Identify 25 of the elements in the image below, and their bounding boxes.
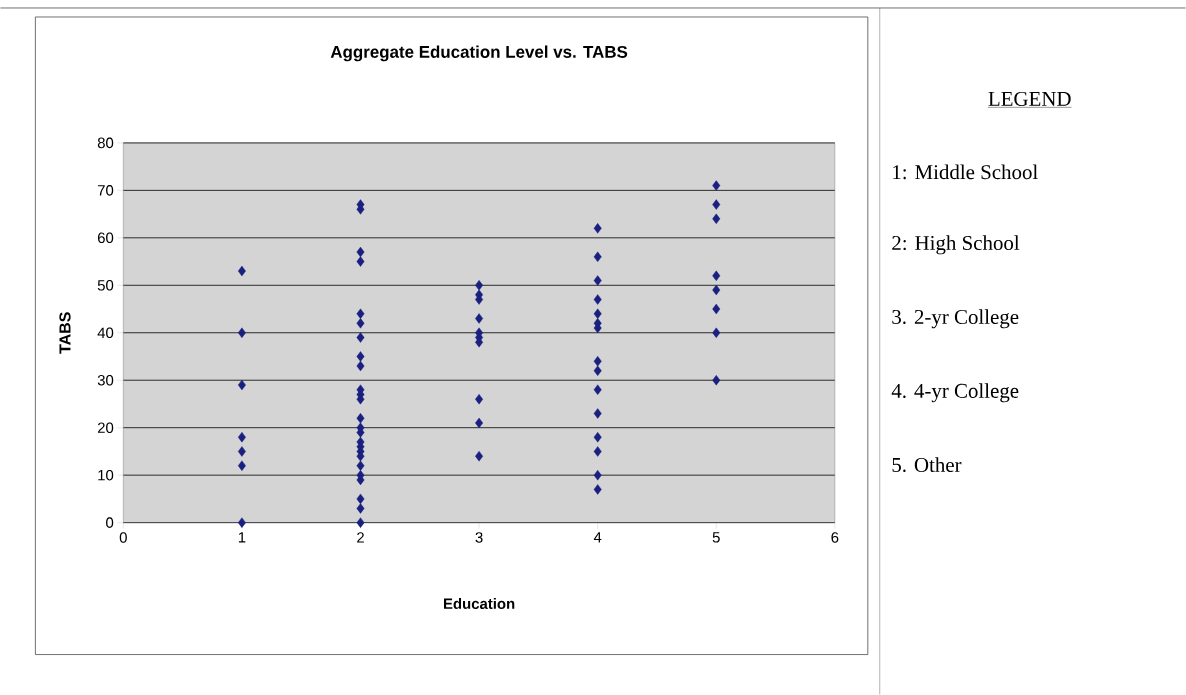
x-axis-title: Education: [443, 598, 515, 610]
y-tick-label: 50: [97, 280, 114, 291]
y-axis-title: TABS: [59, 312, 71, 354]
x-tick-label: 0: [119, 532, 127, 543]
x-tick-label: 3: [475, 532, 483, 543]
text: 2: High School: [892, 235, 1020, 255]
x-tick-label: 6: [831, 532, 839, 543]
y-tick-label: 10: [98, 469, 114, 481]
text: 3. 2-yr College: [892, 309, 1019, 329]
text: 5. Other: [892, 457, 962, 473]
text: LEGEND: [988, 91, 1071, 106]
chart-title: Aggregate Education Level vs. TABS: [330, 45, 628, 62]
y-tick-label: 80: [97, 137, 114, 149]
y-tick-label: 70: [97, 185, 114, 196]
x-tick-label: 4: [593, 532, 602, 543]
y-tick-label: 60: [97, 232, 114, 244]
y-tick-label: 30: [97, 374, 114, 386]
x-tick-label: 1: [238, 532, 246, 543]
y-tick-label: 40: [97, 327, 114, 339]
text: 4. 4-yr College: [891, 383, 1019, 403]
y-tick-label: 0: [106, 517, 114, 528]
x-tick-label: 5: [712, 532, 720, 543]
text: 1: Middle School: [893, 164, 1038, 180]
y-tick-label: 20: [97, 422, 114, 434]
x-tick-label: 2: [357, 532, 364, 543]
